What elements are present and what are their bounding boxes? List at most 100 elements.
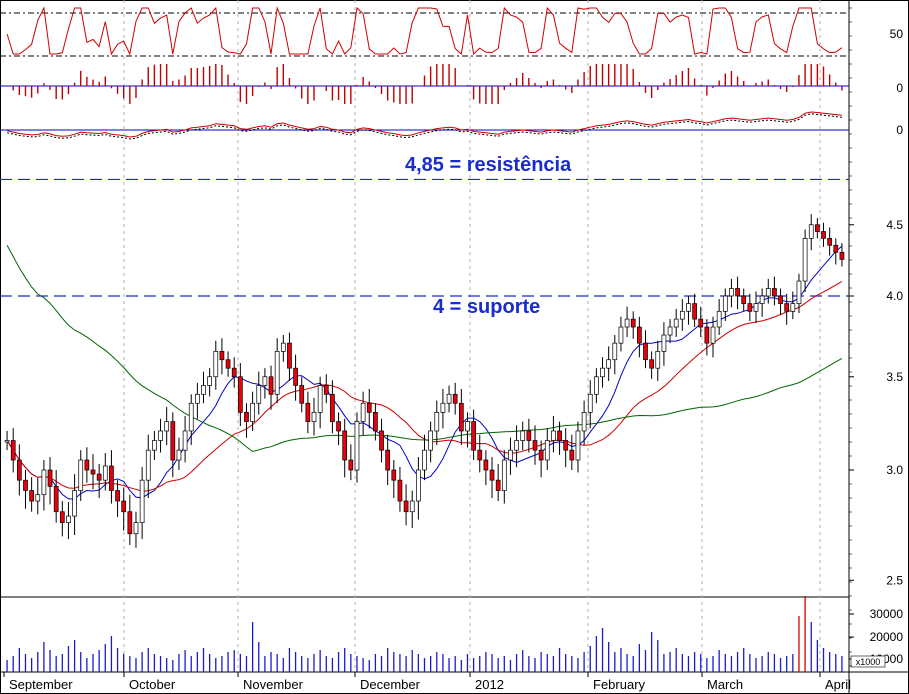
candle-body: [348, 459, 354, 471]
candle-body: [765, 288, 771, 297]
candle-body: [262, 376, 268, 386]
candle-body: [342, 430, 348, 461]
candle-body: [59, 511, 65, 523]
candle-body: [29, 490, 34, 502]
candle-body: [109, 465, 114, 491]
candle-body: [16, 459, 22, 481]
candle-body: [501, 459, 507, 491]
candle-body: [90, 469, 96, 475]
candle-body: [698, 318, 704, 328]
candle-body: [600, 367, 605, 378]
candle-body: [416, 469, 421, 502]
candle-body: [827, 238, 833, 246]
candle-body: [434, 412, 440, 432]
candle-body: [655, 351, 661, 369]
resistance-annotation: 4,85 = resistência: [405, 154, 572, 176]
candle-body: [78, 459, 84, 491]
candle-body: [115, 490, 120, 502]
candle-body: [391, 469, 397, 481]
candle-body: [735, 288, 740, 297]
candle-body: [35, 494, 41, 502]
candle-body: [563, 440, 569, 451]
candle-body: [446, 393, 452, 404]
candle-body: [495, 479, 501, 491]
price-tick-label: 3.0: [886, 463, 903, 477]
candle-body: [256, 385, 262, 404]
candle-body: [152, 440, 157, 451]
candle-body: [508, 449, 513, 461]
candle-body: [422, 449, 427, 471]
candle-body: [317, 385, 323, 413]
candle-body: [164, 421, 170, 432]
candle-body: [618, 326, 624, 344]
candle-body: [839, 251, 845, 260]
macd-line: [6, 111, 842, 138]
rsi-line: [6, 6, 843, 56]
candle-body: [23, 479, 28, 491]
month-label: October: [129, 677, 176, 692]
candle-body: [47, 469, 53, 487]
candle-body: [679, 310, 685, 320]
candle-body: [624, 318, 630, 328]
candle-body: [452, 393, 458, 404]
candle-body: [428, 430, 433, 451]
candle-body: [477, 449, 483, 461]
candle-body: [471, 421, 476, 451]
candle-body: [397, 479, 403, 502]
month-label: November: [243, 677, 304, 692]
candle-body: [250, 402, 255, 422]
price-tick-label: 3.5: [886, 370, 903, 384]
candle-body: [569, 449, 575, 461]
candle-body: [182, 430, 188, 451]
candle-body: [649, 359, 654, 369]
candle-body: [821, 231, 826, 239]
candle-body: [360, 402, 366, 422]
candle-body: [667, 326, 673, 336]
candle-body: [366, 402, 372, 413]
candle-body: [643, 342, 648, 361]
month-label: September: [9, 677, 73, 692]
candle-body: [323, 385, 329, 395]
candle-body: [575, 430, 581, 461]
histogram-tick-label: 0: [896, 81, 903, 95]
candle-body: [440, 402, 446, 413]
candle-body: [244, 412, 249, 422]
candle-body: [379, 430, 384, 451]
candle-body: [330, 393, 335, 422]
volume-tick-label: 30000: [870, 607, 904, 621]
candle-body: [833, 244, 839, 253]
candle-body: [606, 359, 612, 369]
candle-body: [532, 440, 538, 451]
candle-body: [139, 479, 145, 523]
candle-body: [692, 303, 697, 320]
candle-body: [409, 500, 415, 513]
candle-body: [170, 421, 176, 461]
candle-body: [710, 326, 716, 344]
candle-body: [354, 421, 360, 471]
candle-body: [127, 511, 133, 535]
rsi-tick-label: 50: [890, 27, 904, 41]
candle-body: [201, 385, 206, 395]
candle-body: [84, 459, 90, 471]
candle-body: [612, 342, 618, 361]
candle-body: [661, 334, 667, 352]
candle-body: [802, 238, 808, 282]
candle-body: [305, 402, 311, 422]
candle-body: [336, 421, 341, 432]
candle-body: [158, 430, 163, 441]
candle-body: [225, 359, 231, 369]
candle-body: [385, 449, 391, 471]
candle-body: [778, 295, 783, 304]
candle-body: [759, 295, 765, 304]
candle-body: [66, 515, 71, 523]
candle-body: [526, 430, 532, 441]
candle-body: [790, 303, 796, 312]
candle-body: [520, 430, 526, 441]
candle-body: [4, 440, 10, 443]
volume-unit-label: x1000: [856, 657, 881, 667]
candle-body: [237, 376, 243, 413]
candle-body: [231, 367, 237, 378]
month-label: March: [707, 677, 743, 692]
candle-body: [299, 385, 305, 404]
